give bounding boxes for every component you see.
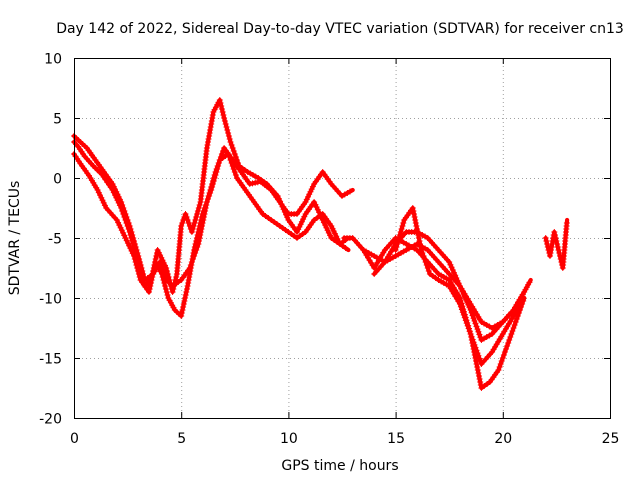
series-track-h: [542, 217, 570, 271]
chart-title: Day 142 of 2022, Sidereal Day-to-day VTE…: [56, 21, 624, 37]
y-tick-label: -15: [39, 352, 62, 368]
x-tick-label: 10: [280, 431, 298, 447]
series-markers: [542, 220, 570, 271]
series-track-g: [392, 205, 527, 391]
x-tick-label: 20: [494, 431, 512, 447]
x-tick-label: 15: [387, 431, 405, 447]
y-tick-label: -20: [39, 412, 62, 428]
y-tick-label: -10: [39, 292, 62, 308]
series-markers: [71, 151, 349, 319]
series-markers: [392, 205, 527, 391]
series-track-c: [71, 133, 355, 289]
series-track-b: [71, 151, 351, 319]
x-axis-label: GPS time / hours: [281, 458, 398, 474]
y-tick-label: 5: [53, 112, 62, 128]
y-tick-label: -5: [48, 232, 62, 248]
series-markers: [71, 133, 353, 289]
series-markers: [371, 229, 526, 343]
x-tick-label: 25: [602, 431, 620, 447]
y-tick-label: 0: [53, 172, 62, 188]
x-tick-label: 0: [70, 431, 79, 447]
data-traces: [71, 97, 570, 391]
x-tick-label: 5: [177, 431, 186, 447]
y-tick-label: 10: [44, 52, 62, 68]
axis-ticks: 0 5 10 15 20 25 -20 -15 -10 -5 0 5 10: [39, 52, 619, 448]
series-line: [71, 133, 355, 289]
y-axis-label: SDTVAR / TECUs: [7, 181, 23, 296]
